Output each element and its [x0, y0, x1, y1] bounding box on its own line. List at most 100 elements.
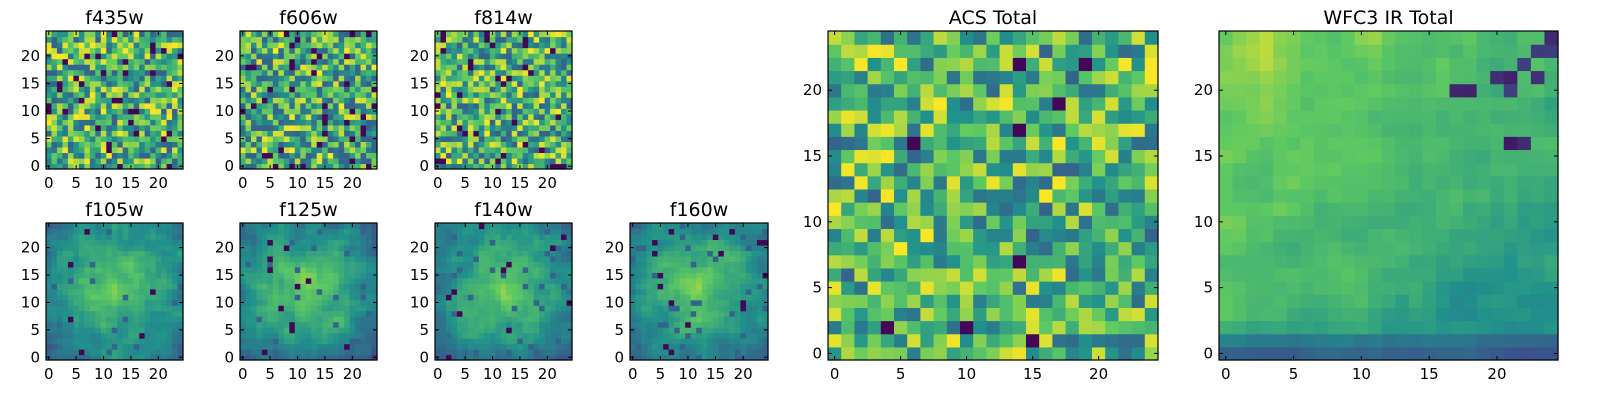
heatmap-cell: [166, 244, 173, 251]
heatmap-cell: [100, 53, 107, 60]
heatmap-cell: [344, 250, 351, 257]
heatmap-cell: [566, 58, 573, 65]
heatmap-cell: [161, 86, 168, 93]
heatmap-cell: [462, 255, 469, 262]
heatmap-cell: [566, 64, 573, 71]
x-tick-label: 5: [656, 365, 666, 383]
heatmap-cell: [256, 354, 263, 361]
heatmap-cell: [500, 321, 507, 328]
heatmap-cell: [360, 163, 367, 170]
heatmap-cell: [155, 261, 162, 268]
heatmap-cell: [122, 119, 129, 126]
heatmap-cell: [155, 47, 162, 54]
heatmap-cell: [566, 42, 573, 49]
heatmap-cell: [349, 272, 356, 279]
heatmap-cell: [533, 163, 540, 170]
heatmap-cell: [718, 299, 725, 306]
panel-title: f814w: [474, 7, 533, 29]
heatmap-cell: [745, 349, 753, 356]
heatmap-cell: [506, 343, 513, 350]
heatmap-cell: [679, 343, 686, 350]
heatmap-cell: [327, 58, 334, 65]
heatmap-cell: [62, 163, 69, 170]
heatmap-cell: [550, 141, 557, 148]
heatmap-cell: [528, 80, 535, 87]
heatmap-cell: [278, 42, 285, 49]
heatmap-cell: [555, 75, 562, 82]
heatmap-cell: [256, 146, 263, 154]
heatmap-cell: [322, 277, 329, 284]
heatmap-cell: [762, 294, 769, 301]
heatmap-cell: [495, 239, 502, 246]
heatmap-cell: [745, 283, 753, 290]
heatmap-cell: [89, 113, 96, 120]
heatmap-cell: [685, 321, 692, 328]
heatmap-cell: [128, 283, 135, 290]
heatmap-cell: [161, 299, 168, 306]
heatmap-cell: [371, 228, 378, 235]
heatmap-cell: [51, 36, 58, 43]
heatmap-cell: [478, 343, 485, 350]
heatmap-cell: [701, 239, 708, 246]
heatmap-cell: [445, 124, 453, 131]
heatmap-cell: [489, 36, 496, 43]
heatmap-cell: [305, 332, 312, 339]
heatmap-cell: [278, 261, 285, 268]
heatmap-cell: [172, 294, 179, 301]
heatmap-cell: [51, 332, 58, 339]
heatmap-cell: [267, 80, 274, 87]
heatmap-cell: [349, 299, 356, 306]
heatmap-cell: [734, 283, 741, 290]
heatmap-cell: [106, 321, 113, 328]
heatmap-cell: [73, 233, 80, 241]
heatmap-cell: [316, 316, 323, 323]
heatmap-cell: [718, 283, 725, 290]
heatmap-cell: [462, 327, 469, 334]
heatmap-cell: [106, 53, 113, 60]
heatmap-cell: [56, 113, 64, 120]
heatmap-cell: [322, 261, 329, 268]
heatmap-cell: [880, 254, 895, 269]
heatmap-cell: [756, 349, 764, 356]
heatmap-cell: [445, 283, 453, 290]
heatmap-cell: [322, 152, 329, 159]
heatmap-cell: [84, 102, 91, 109]
heatmap-cell: [261, 223, 268, 230]
heatmap-cell: [128, 69, 135, 76]
heatmap-cell: [294, 244, 301, 251]
heatmap-cell: [528, 97, 535, 104]
heatmap-cell: [440, 321, 447, 328]
heatmap-cell: [177, 86, 184, 93]
heatmap-cell: [95, 223, 102, 230]
heatmap-cell: [155, 250, 162, 257]
heatmap-cell: [51, 261, 58, 268]
heatmap-cell: [495, 119, 502, 126]
heatmap-cell: [646, 299, 653, 306]
heatmap-cell: [920, 149, 935, 164]
heatmap-cell: [451, 108, 458, 115]
heatmap-cell: [78, 58, 85, 65]
heatmap-cell: [371, 47, 378, 54]
heatmap-cell: [150, 310, 157, 317]
heatmap-cell: [95, 349, 102, 356]
heatmap-cell: [712, 343, 719, 350]
heatmap-cell: [946, 162, 961, 177]
y-tick-label: 15: [21, 74, 40, 92]
heatmap-cell: [139, 261, 146, 268]
heatmap-cell: [1065, 320, 1080, 335]
heatmap-cell: [701, 272, 708, 279]
heatmap-cell: [533, 108, 540, 115]
heatmap-cell: [555, 42, 562, 49]
heatmap-cell: [539, 305, 546, 312]
heatmap-cell: [462, 239, 469, 246]
heatmap-cell: [56, 244, 64, 251]
heatmap-cell: [289, 102, 296, 109]
heatmap-cell: [256, 338, 263, 345]
heatmap-cell: [506, 266, 513, 273]
heatmap-cell: [999, 188, 1014, 203]
heatmap-cell: [712, 255, 719, 262]
heatmap-cell: [144, 321, 151, 328]
heatmap-cell: [435, 97, 442, 104]
heatmap-cell: [294, 261, 301, 268]
heatmap-cell: [311, 141, 318, 148]
